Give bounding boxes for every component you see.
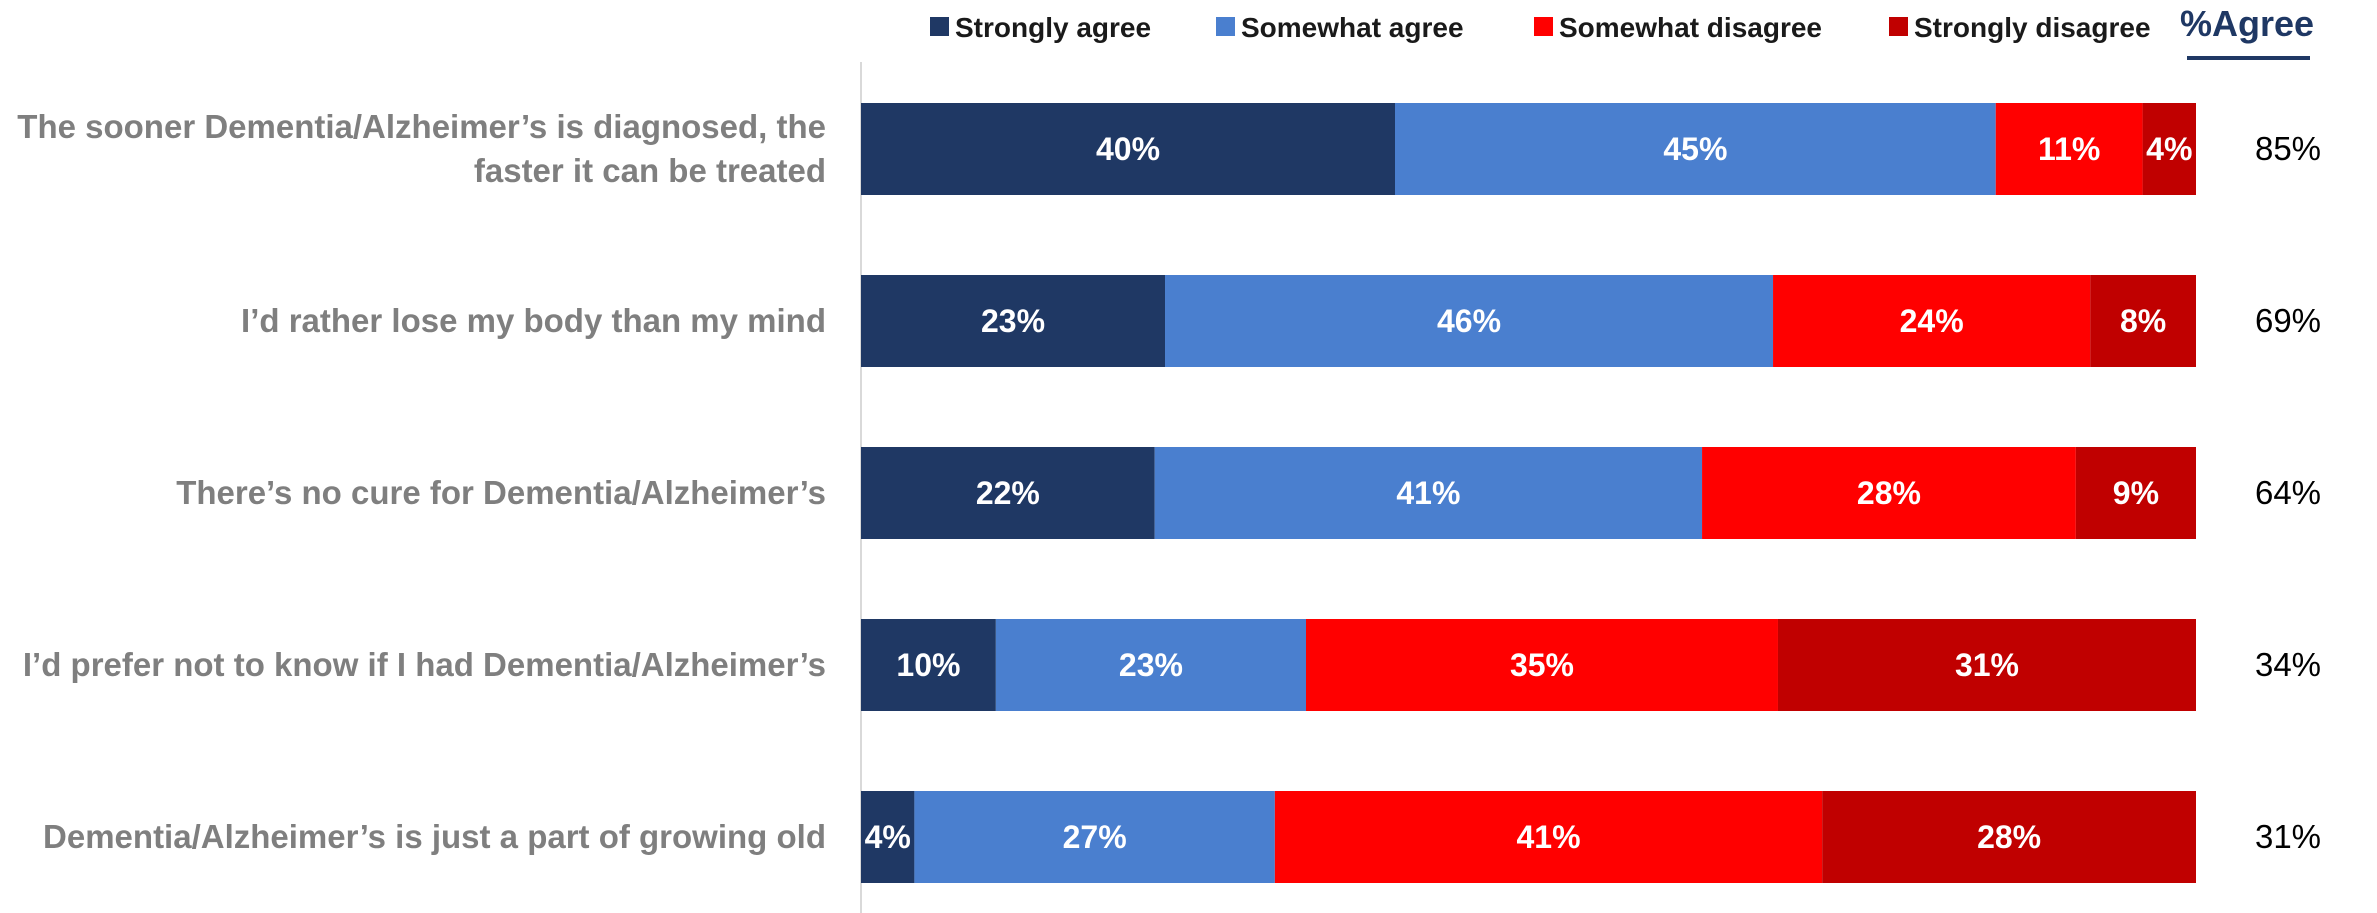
category-labels: The sooner Dementia/Alzheimer’s is diagn… — [17, 108, 826, 855]
legend-label: Strongly agree — [955, 12, 1151, 43]
data-label: 27% — [1063, 819, 1127, 855]
data-label: 46% — [1437, 303, 1501, 339]
legend-swatch — [1889, 17, 1908, 36]
data-label: 9% — [2113, 475, 2159, 511]
legend-swatch — [1534, 17, 1553, 36]
category-label: I’d prefer not to know if I had Dementia… — [23, 646, 826, 683]
bar-segment — [995, 619, 1306, 711]
agree-value: 85% — [2255, 130, 2321, 167]
legend-swatch — [930, 17, 949, 36]
data-label: 22% — [976, 475, 1040, 511]
data-label: 28% — [1857, 475, 1921, 511]
category-label-line: faster it can be treated — [474, 152, 826, 189]
category-label: I’d rather lose my body than my mind — [241, 302, 826, 339]
data-label: 28% — [1977, 819, 2041, 855]
data-label: 41% — [1396, 475, 1460, 511]
agree-value: 31% — [2255, 818, 2321, 855]
data-label: 23% — [981, 303, 1045, 339]
bar-segment — [2142, 103, 2196, 195]
data-label: 11% — [2038, 131, 2100, 167]
bar-segment — [2075, 447, 2196, 539]
agree-values: 85% 69% 64% 34% 31% — [2255, 130, 2321, 855]
bar-segment — [1777, 619, 2196, 711]
bar-segment — [1702, 447, 2076, 539]
category-label: The sooner Dementia/Alzheimer’s is diagn… — [17, 108, 826, 189]
category-label-line: Dementia/Alzheimer’s is just a part of g… — [43, 818, 826, 855]
bar-segment — [2090, 275, 2196, 367]
bar-area: 40% 45% 11% 4% 23% 46% 24% 8% 22% 41% 28% 9% 10% 23% 3… — [861, 103, 2196, 883]
bar-segment — [1822, 791, 2196, 883]
category-label: There’s no cure for Dementia/Alzheimer’s — [176, 474, 826, 511]
agree-value: 34% — [2255, 646, 2321, 683]
data-label: 41% — [1517, 819, 1581, 855]
legend-label: Strongly disagree — [1914, 12, 2151, 43]
bar-segment — [1773, 275, 2091, 367]
category-label-line: There’s no cure for Dementia/Alzheimer’s — [176, 474, 826, 511]
data-label: 23% — [1119, 647, 1183, 683]
data-label: 24% — [1900, 303, 1964, 339]
bar-segment — [1274, 791, 1823, 883]
bar-segment — [861, 275, 1166, 367]
legend-swatch — [1216, 17, 1235, 36]
bar-segment — [861, 619, 996, 711]
data-label: 45% — [1663, 131, 1727, 167]
legend-label: Somewhat disagree — [1559, 12, 1822, 43]
category-label-line: The sooner Dementia/Alzheimer’s is diagn… — [17, 108, 826, 145]
data-label: 4% — [2146, 131, 2192, 167]
bar-segment — [861, 447, 1155, 539]
legend-label: Somewhat agree — [1241, 12, 1464, 43]
agree-column-header: %Agree — [2180, 3, 2314, 60]
data-label: 40% — [1096, 131, 1160, 167]
legend: Strongly agree Somewhat agree Somewhat dis… — [930, 12, 2151, 43]
bar-segment — [1165, 275, 1774, 367]
agree-header-text: %Agree — [2180, 3, 2314, 44]
bar-segment — [861, 103, 1395, 195]
category-label-line: I’d prefer not to know if I had Dementia… — [23, 646, 826, 683]
bar-segment — [1395, 103, 1996, 195]
data-label: 10% — [896, 647, 960, 683]
agree-value: 69% — [2255, 302, 2321, 339]
data-label: 35% — [1510, 647, 1574, 683]
bar-segment — [1306, 619, 1778, 711]
category-label: Dementia/Alzheimer’s is just a part of g… — [43, 818, 826, 855]
agree-value: 64% — [2255, 474, 2321, 511]
data-label: 8% — [2120, 303, 2166, 339]
category-label-line: I’d rather lose my body than my mind — [241, 302, 826, 339]
bar-segment — [914, 791, 1275, 883]
data-label: 31% — [1955, 647, 2019, 683]
bar-segment — [1995, 103, 2143, 195]
bar-segment — [861, 791, 915, 883]
data-label: 4% — [865, 819, 911, 855]
bar-segment — [1154, 447, 1703, 539]
